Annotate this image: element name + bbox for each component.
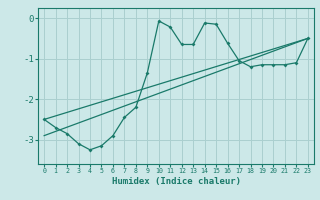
X-axis label: Humidex (Indice chaleur): Humidex (Indice chaleur) <box>111 177 241 186</box>
